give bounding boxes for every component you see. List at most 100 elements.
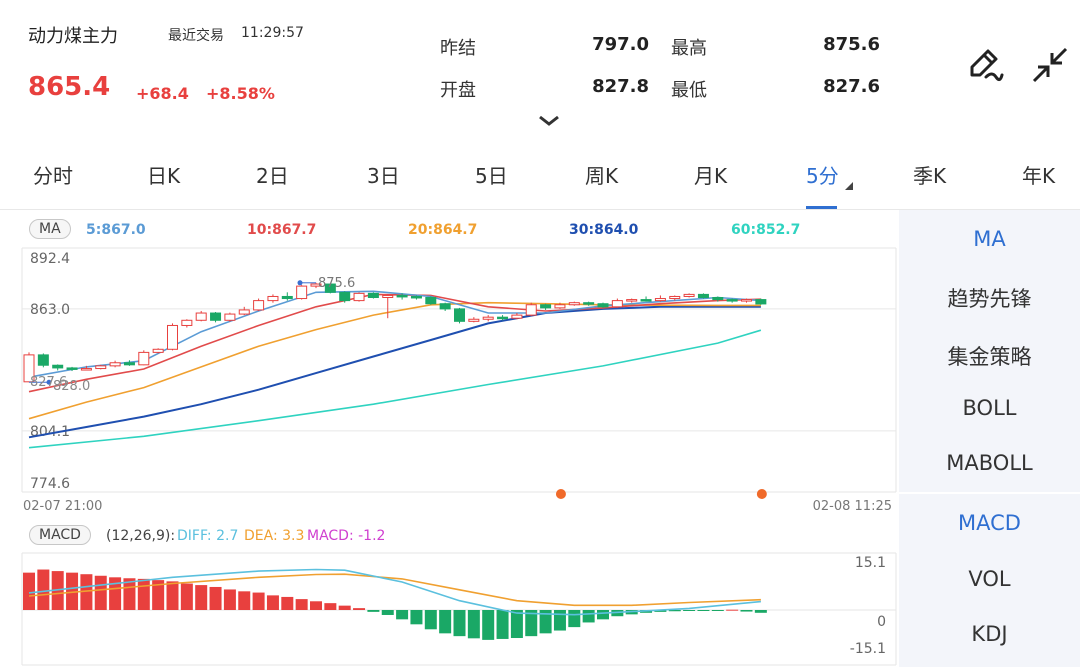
active-tab-underline [806,206,837,209]
macd-bar [553,610,566,631]
tab-5[interactable]: 周K [585,164,619,188]
pen-signature-icon[interactable] [964,45,1004,89]
candle-body [640,299,652,302]
tab-6[interactable]: 月K [694,164,728,188]
macd-bar [396,610,409,620]
macd-bar [338,605,351,610]
macd-bar [482,610,495,640]
macd-bar [424,610,437,630]
main-indicator-4[interactable]: MABOLL [946,451,1033,475]
candle-body [181,319,193,326]
quote-header: 动力煤主力 最近交易 11:29:57 865.4 +68.4 +8.58% 昨… [0,0,1080,135]
macd-bar [195,585,208,610]
tab-4[interactable]: 5日 [475,164,508,188]
tab-7[interactable]: 5分 [806,164,839,188]
candle-body [210,312,222,321]
macd-bar [166,581,179,610]
tab-2[interactable]: 2日 [256,164,289,188]
macd-bar [295,599,308,610]
ma-legend-pill[interactable]: MA [29,219,71,239]
candle-body [669,295,681,300]
candle-body [238,309,250,315]
period-tabs: 分时 日K 2日 3日 5日 周K 月K 5分 季K 年K [0,140,1080,210]
macd-bar [23,572,35,610]
candle-body [66,367,78,370]
macd-bar [525,610,538,637]
macd-bar [152,580,165,610]
macd-legend-pill[interactable]: MACD [29,525,91,545]
tab-8[interactable]: 季K [913,164,947,188]
tab-dropdown-caret-icon[interactable] [845,182,853,190]
low-label: 最低 [671,80,707,101]
chevron-down-icon[interactable] [538,112,560,131]
macd-bar [310,601,322,610]
candle-body [482,316,494,320]
macd-bar [80,574,93,610]
sub-indicator-menu: MACD VOL KDJ [899,494,1080,667]
candle-body [296,285,308,300]
macd-bar [453,610,466,637]
x-label-end: 02-08 11:25 [813,499,892,514]
y-tick-label: 774.6 [30,476,70,492]
last-price: 865.4 [28,72,111,102]
candle-body [554,304,566,309]
low-annotation-label: 828.0 [53,379,90,394]
candle-body [396,294,408,298]
macd-bar [510,610,523,639]
macd-bar [582,610,595,623]
candle-body [697,293,709,299]
x-label-start: 02-07 21:00 [23,499,102,514]
candle-body [382,294,394,299]
dea-line [28,573,761,607]
candle-body [511,314,523,319]
sub-indicator-0[interactable]: MACD [958,511,1021,535]
candle-body [583,302,595,305]
candle-body [353,292,365,302]
macd-bar [223,589,236,610]
candle-body [324,283,336,293]
candle-body [597,303,609,308]
sub-indicator-1[interactable]: VOL [968,567,1011,591]
macd-bar [238,591,251,610]
tab-3[interactable]: 3日 [367,164,400,188]
candle-body [138,351,150,366]
macd-bar [66,572,79,610]
kline-chart[interactable]: MA 5:867.0 10:867.7 20:864.7 30:864.0 60:852… [0,210,899,667]
main-indicator-0[interactable]: MA [973,227,1006,251]
main-indicator-3[interactable]: BOLL [962,396,1017,420]
ma60-line [28,329,762,449]
candle-body [439,303,451,310]
candle-body [123,362,135,366]
macd-bar [209,586,222,610]
ma-legend-ma5: 5:867.0 [86,222,146,238]
macd-bar [37,569,50,610]
open-label: 开盘 [440,80,476,101]
main-indicator-2[interactable]: 集金策略 [947,345,1032,369]
last-trade-time: 11:29:57 [241,25,304,41]
tab-9[interactable]: 年K [1022,164,1056,188]
collapse-arrows-icon[interactable] [1030,45,1070,89]
macd-bar [381,610,394,615]
macd-bar [439,610,452,634]
sub-indicator-2[interactable]: KDJ [971,622,1008,646]
prev-settle-label: 昨结 [440,38,476,59]
macd-bar [123,578,136,610]
candle-body [726,299,738,302]
last-trade-label: 最近交易 [168,28,224,44]
candle-body [339,291,351,302]
main-indicator-menu: MA 趋势先锋集金策略 BOLL MABOLL [899,210,1080,492]
candle-body [367,292,379,299]
diff-line [28,568,761,616]
candle-body [281,295,293,300]
candle-body [497,316,509,320]
macd-params: (12,26,9): [106,528,176,544]
candle-body [568,302,580,306]
macd-bar [137,578,150,610]
tab-1[interactable]: 日K [147,164,181,188]
tab-0[interactable]: 分时 [33,164,73,188]
high-label: 最高 [671,38,707,59]
candle-body [410,295,422,299]
main-indicator-1[interactable]: 趋势先锋 [947,287,1032,311]
candle-body [454,308,465,322]
prev-settle-value: 797.0 [592,34,649,55]
